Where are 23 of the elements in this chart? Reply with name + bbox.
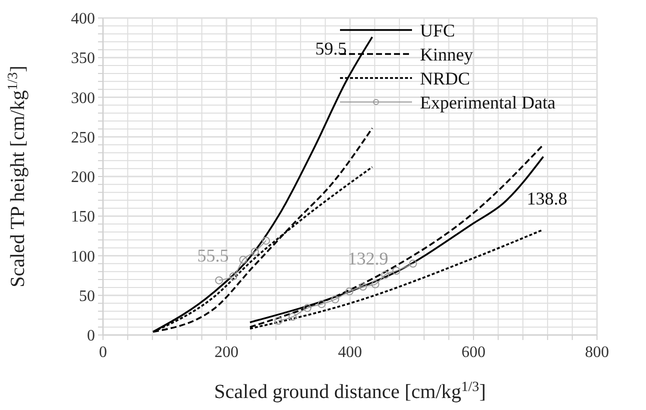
x-tick-label: 0	[99, 344, 107, 361]
legend-label: Kinney	[420, 44, 473, 64]
y-tick-label: 0	[87, 328, 95, 345]
legend-label: UFC	[420, 20, 456, 40]
legend-label: Experimental Data	[420, 92, 556, 112]
y-tick-label: 100	[71, 248, 95, 266]
y-tick-label: 250	[71, 129, 95, 146]
annotation: 138.8	[526, 188, 568, 208]
y-tick-label: 150	[71, 208, 95, 226]
y-tick-label: 350	[71, 50, 95, 68]
annotation: 132.9	[348, 248, 388, 268]
annotation: 59.5	[315, 38, 347, 58]
y-tick-label: 400	[71, 10, 95, 28]
y-tick-label: 50	[79, 288, 95, 305]
x-axis-title: Scaled ground distance [cm/kg$^{1/3}$]	[214, 380, 486, 403]
x-tick-label: 400	[338, 344, 362, 361]
x-tick-label: 200	[214, 344, 238, 361]
y-tick-label: 300	[71, 90, 95, 107]
y-tick-label: 200	[71, 169, 95, 186]
annotation: 55.5	[197, 245, 229, 266]
x-tick-label: 800	[585, 344, 609, 361]
x-tick-label: 600	[462, 344, 486, 361]
legend-label: NRDC	[420, 68, 470, 88]
